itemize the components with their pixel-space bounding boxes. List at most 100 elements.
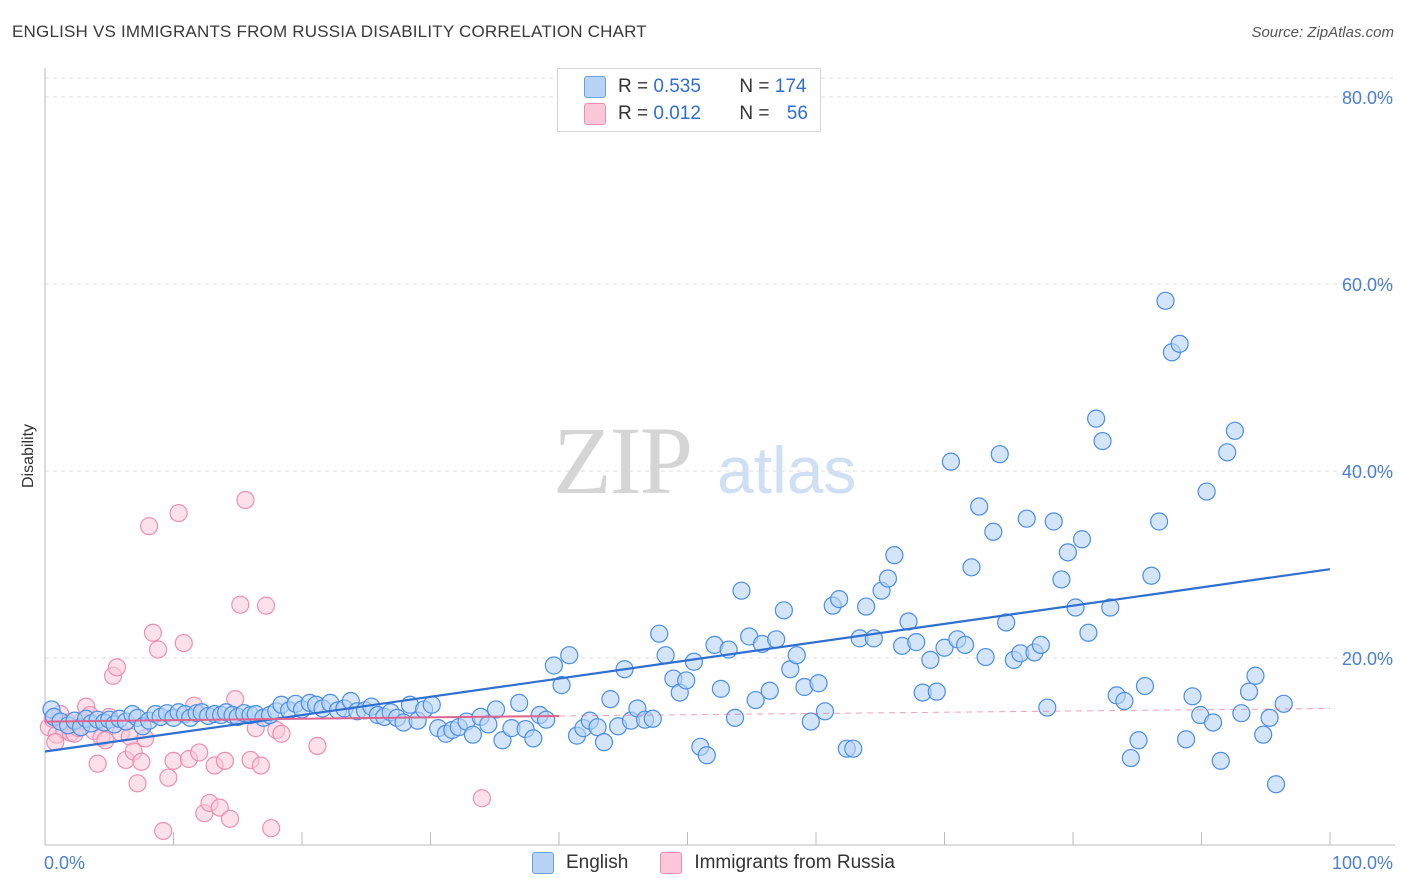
russia-point bbox=[154, 821, 173, 841]
english-point bbox=[1211, 751, 1230, 770]
russia-point bbox=[169, 503, 188, 523]
english-point bbox=[510, 693, 529, 712]
russia-point bbox=[472, 789, 491, 808]
english-point bbox=[732, 581, 751, 600]
english-point bbox=[1156, 291, 1175, 310]
russia-point bbox=[256, 596, 276, 615]
english-point bbox=[493, 731, 512, 750]
bottom-legend: English Immigrants from Russia bbox=[532, 852, 927, 874]
english-point bbox=[927, 682, 946, 701]
english-point bbox=[1052, 570, 1071, 589]
english-point bbox=[1079, 623, 1098, 642]
english-point bbox=[524, 729, 543, 748]
english-point bbox=[1101, 598, 1120, 617]
english-point bbox=[594, 733, 614, 752]
english-point bbox=[552, 676, 571, 695]
english-point bbox=[907, 633, 926, 652]
english-point bbox=[935, 638, 954, 657]
chart-title: ENGLISH VS IMMIGRANTS FROM RUSSIA DISABI… bbox=[12, 22, 647, 41]
english-point bbox=[1066, 598, 1085, 617]
russia-point bbox=[220, 809, 240, 828]
russia-point bbox=[164, 751, 183, 770]
bottom-legend-label-english: English bbox=[566, 852, 629, 873]
russia-point bbox=[308, 736, 327, 755]
english-point bbox=[1274, 694, 1293, 713]
x-tick-label: 100.0% bbox=[1332, 853, 1393, 873]
english-point bbox=[955, 635, 975, 655]
russia-point bbox=[88, 754, 107, 773]
legend-n-english: 174 bbox=[774, 76, 807, 97]
legend-n-label: N = bbox=[739, 76, 770, 97]
english-point bbox=[1121, 748, 1140, 768]
english-point bbox=[1203, 713, 1223, 732]
english-point bbox=[656, 646, 675, 665]
legend-n-russia: 56 bbox=[786, 103, 808, 124]
english-point bbox=[1149, 512, 1169, 531]
bottom-legend-label-russia: Immigrants from Russia bbox=[694, 852, 895, 873]
english-point bbox=[844, 739, 863, 758]
english-point bbox=[1225, 421, 1245, 440]
english-point bbox=[997, 613, 1016, 632]
english-point bbox=[711, 679, 731, 698]
x-tick-label: 0.0% bbox=[44, 853, 85, 873]
english-point bbox=[560, 646, 579, 665]
legend-r-label: R = bbox=[618, 76, 649, 97]
english-point bbox=[1017, 509, 1036, 528]
russia-trendline bbox=[44, 714, 560, 723]
russia-point bbox=[262, 819, 281, 838]
russia-point bbox=[174, 633, 193, 653]
english-point bbox=[809, 674, 828, 693]
english-point bbox=[677, 671, 696, 690]
english-point bbox=[1087, 409, 1106, 428]
russia-point bbox=[128, 774, 147, 793]
english-point bbox=[1170, 334, 1189, 353]
english-point bbox=[1031, 635, 1050, 655]
y-tick-label: 20.0% bbox=[1342, 649, 1393, 669]
russia-point bbox=[148, 640, 168, 659]
english-point bbox=[1142, 566, 1161, 585]
english-point bbox=[760, 681, 779, 700]
russia-point bbox=[96, 731, 115, 750]
english-point bbox=[537, 710, 556, 729]
english-point bbox=[921, 650, 940, 669]
legend-swatch-russia bbox=[584, 103, 606, 125]
english-point bbox=[650, 624, 669, 643]
english-point bbox=[422, 695, 441, 714]
english-point bbox=[767, 630, 786, 649]
english-point bbox=[787, 646, 806, 665]
english-point bbox=[1266, 775, 1286, 794]
english-point bbox=[885, 546, 904, 565]
english-point bbox=[1254, 725, 1273, 744]
english-point bbox=[878, 569, 898, 588]
watermark-zip: ZIP bbox=[553, 407, 693, 514]
english-point bbox=[601, 690, 620, 709]
english-point bbox=[643, 709, 662, 728]
english-point bbox=[1232, 704, 1251, 723]
english-point bbox=[1129, 731, 1148, 750]
russia-point bbox=[236, 490, 255, 510]
russia-point bbox=[107, 658, 127, 677]
russia-point bbox=[190, 743, 209, 762]
english-point bbox=[990, 445, 1009, 464]
watermark-atlas: atlas bbox=[717, 433, 857, 507]
english-point bbox=[815, 702, 835, 721]
legend-n-label: N = bbox=[739, 103, 770, 124]
english-point bbox=[1038, 698, 1057, 717]
legend-r-russia: 0.012 bbox=[653, 103, 701, 124]
english-point bbox=[976, 647, 995, 667]
axis-labels: 20.0% 40.0% 60.0% 80.0% 0.0% 100.0% Disability bbox=[20, 88, 1393, 873]
russia-points bbox=[39, 490, 491, 841]
english-point bbox=[941, 452, 961, 471]
legend-r-label: R = bbox=[618, 103, 649, 124]
russia-point bbox=[251, 756, 270, 775]
russia-point bbox=[132, 752, 151, 771]
english-point bbox=[774, 601, 793, 620]
russia-point bbox=[159, 768, 178, 787]
english-point bbox=[479, 715, 498, 734]
english-point bbox=[544, 656, 563, 675]
bottom-legend-english: English bbox=[532, 852, 628, 874]
english-trendline bbox=[44, 568, 1331, 753]
legend-swatch-english bbox=[584, 76, 606, 98]
english-point bbox=[857, 597, 876, 616]
